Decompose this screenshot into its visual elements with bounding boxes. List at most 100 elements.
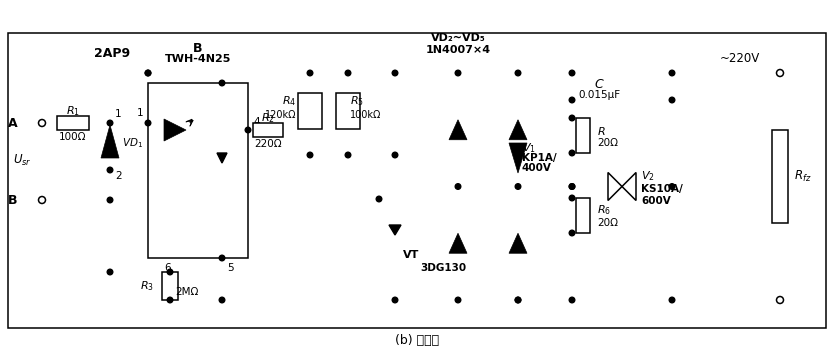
Circle shape xyxy=(345,70,351,76)
Bar xyxy=(253,123,283,137)
Circle shape xyxy=(167,269,173,275)
Circle shape xyxy=(455,184,461,189)
Circle shape xyxy=(392,297,398,303)
Text: 20Ω: 20Ω xyxy=(597,218,618,227)
Text: $R_4$: $R_4$ xyxy=(282,94,296,108)
Text: $V_2$: $V_2$ xyxy=(641,170,655,183)
Circle shape xyxy=(219,80,225,86)
Polygon shape xyxy=(101,125,119,158)
Text: KS10A/: KS10A/ xyxy=(641,184,683,194)
Text: 600V: 600V xyxy=(641,195,671,205)
Circle shape xyxy=(669,70,675,76)
Circle shape xyxy=(569,230,575,236)
Circle shape xyxy=(219,255,225,261)
Text: $VD_1$: $VD_1$ xyxy=(122,136,143,150)
Circle shape xyxy=(669,184,675,189)
Text: VT: VT xyxy=(403,250,420,260)
Circle shape xyxy=(108,197,113,203)
Circle shape xyxy=(345,152,351,158)
Text: (b) 电路二: (b) 电路二 xyxy=(395,334,439,348)
Text: $R$: $R$ xyxy=(597,125,605,136)
Text: $R_5$: $R_5$ xyxy=(350,94,364,108)
Text: 6: 6 xyxy=(164,263,171,273)
Circle shape xyxy=(569,195,575,201)
Text: $R_2$: $R_2$ xyxy=(261,111,275,125)
Text: $C$: $C$ xyxy=(594,77,605,91)
Circle shape xyxy=(219,297,225,303)
Text: KP1A/: KP1A/ xyxy=(522,153,556,163)
Text: 1: 1 xyxy=(115,109,122,119)
Circle shape xyxy=(108,167,113,173)
Text: $R_3$: $R_3$ xyxy=(140,279,154,293)
Circle shape xyxy=(376,196,382,202)
Bar xyxy=(162,272,178,300)
Polygon shape xyxy=(509,120,527,140)
Text: $R_{fz}$: $R_{fz}$ xyxy=(794,169,811,184)
Text: A: A xyxy=(8,116,18,130)
Polygon shape xyxy=(622,173,636,200)
Polygon shape xyxy=(217,153,227,163)
Text: B: B xyxy=(8,194,18,207)
Bar xyxy=(298,93,322,129)
Text: VD₂~VD₅: VD₂~VD₅ xyxy=(430,33,485,43)
Circle shape xyxy=(108,120,113,126)
Polygon shape xyxy=(449,233,467,253)
Circle shape xyxy=(392,152,398,158)
Circle shape xyxy=(245,127,251,133)
Bar xyxy=(576,118,590,153)
Polygon shape xyxy=(608,173,622,200)
Text: $R_1$: $R_1$ xyxy=(66,104,80,118)
Circle shape xyxy=(392,70,398,76)
Bar xyxy=(8,33,826,328)
Text: TWH-4N25: TWH-4N25 xyxy=(165,54,231,64)
Text: 220Ω: 220Ω xyxy=(254,139,282,149)
Text: 2: 2 xyxy=(115,171,122,181)
Circle shape xyxy=(515,184,520,189)
Text: B: B xyxy=(193,42,203,54)
Circle shape xyxy=(307,70,313,76)
Polygon shape xyxy=(509,143,527,173)
Circle shape xyxy=(569,97,575,103)
Circle shape xyxy=(569,297,575,303)
Text: $V_1$: $V_1$ xyxy=(522,141,535,155)
Text: 100kΩ: 100kΩ xyxy=(350,110,381,120)
Circle shape xyxy=(307,152,313,158)
Circle shape xyxy=(145,120,151,126)
Text: 1: 1 xyxy=(137,108,143,118)
Circle shape xyxy=(569,150,575,156)
Circle shape xyxy=(515,297,520,303)
Circle shape xyxy=(569,184,575,189)
Circle shape xyxy=(455,297,461,303)
Polygon shape xyxy=(164,119,186,141)
Text: $U_{sr}$: $U_{sr}$ xyxy=(13,153,32,168)
Text: 2MΩ: 2MΩ xyxy=(175,287,198,297)
Circle shape xyxy=(569,115,575,121)
Text: 5: 5 xyxy=(227,263,234,273)
Polygon shape xyxy=(389,225,401,235)
Circle shape xyxy=(669,297,675,303)
Circle shape xyxy=(569,70,575,76)
Text: 20Ω: 20Ω xyxy=(597,137,618,147)
Circle shape xyxy=(145,70,151,76)
Text: 1N4007×4: 1N4007×4 xyxy=(425,45,490,55)
Circle shape xyxy=(145,70,151,76)
Text: 4: 4 xyxy=(253,117,259,127)
Circle shape xyxy=(515,297,520,303)
Text: 400V: 400V xyxy=(522,163,552,173)
Polygon shape xyxy=(449,120,467,140)
Bar xyxy=(772,130,788,223)
Text: ~220V: ~220V xyxy=(720,52,760,64)
Bar xyxy=(336,93,360,129)
Text: $R_6$: $R_6$ xyxy=(597,204,611,217)
Bar xyxy=(57,116,89,130)
Circle shape xyxy=(669,97,675,103)
Text: 100Ω: 100Ω xyxy=(59,132,87,142)
Text: 3DG130: 3DG130 xyxy=(420,263,466,273)
Circle shape xyxy=(455,70,461,76)
Text: 2AP9: 2AP9 xyxy=(94,47,130,59)
Bar xyxy=(576,198,590,233)
Text: 120kΩ: 120kΩ xyxy=(264,110,296,120)
Circle shape xyxy=(167,297,173,303)
Circle shape xyxy=(515,70,520,76)
Circle shape xyxy=(108,269,113,275)
